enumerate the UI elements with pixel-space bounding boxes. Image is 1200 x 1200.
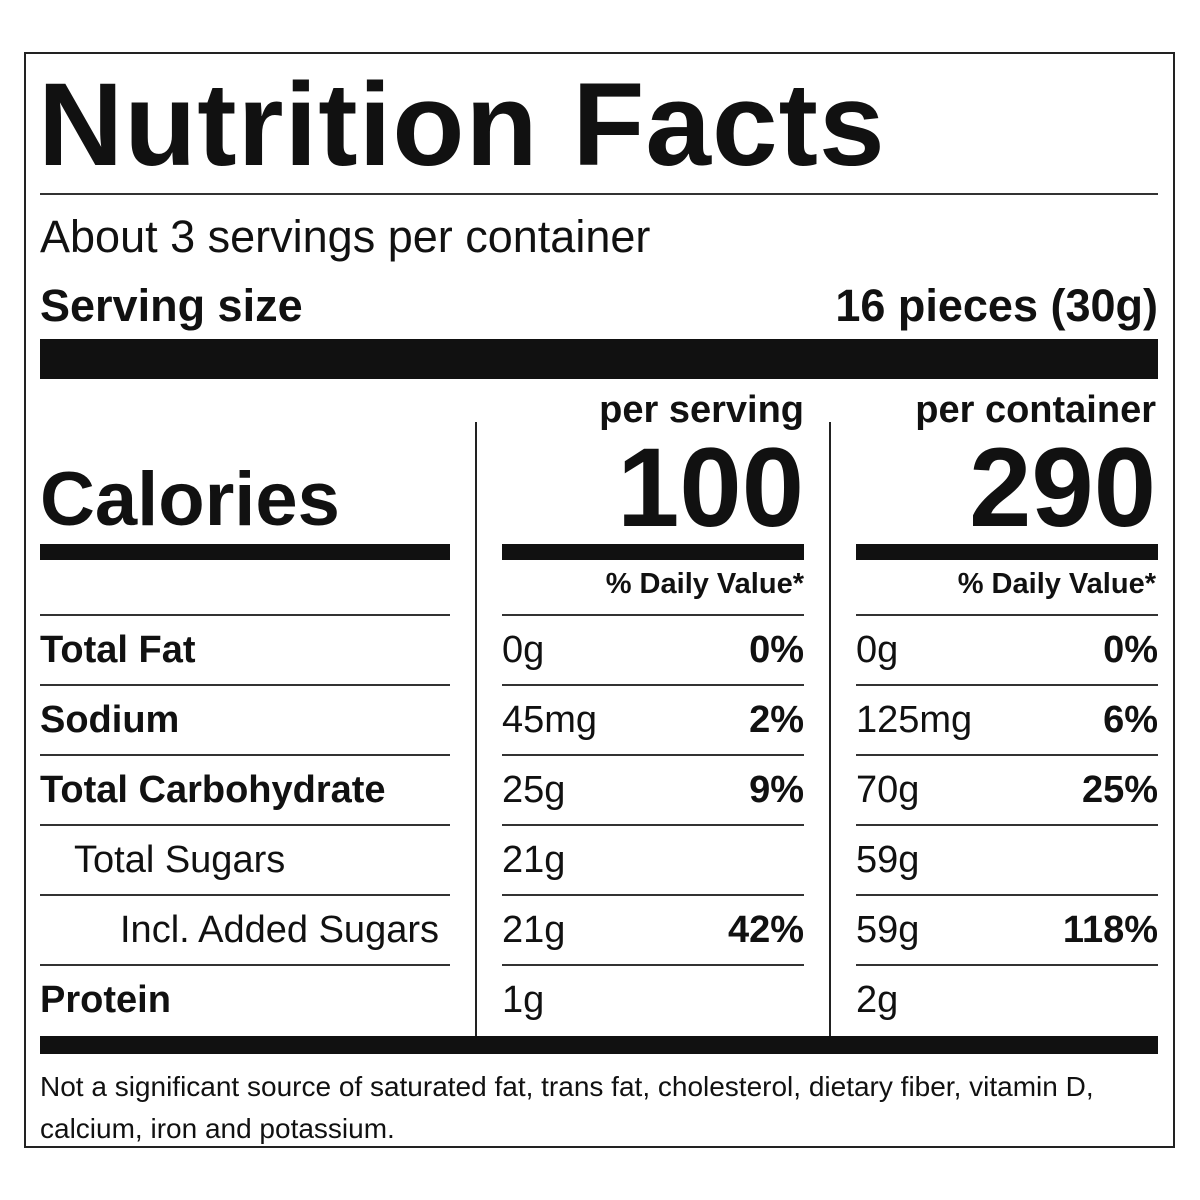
row-rule: [502, 824, 804, 826]
footnote: Not a significant source of saturated fa…: [40, 1071, 1094, 1144]
daily-value-header-container: % Daily Value*: [957, 568, 1156, 600]
container-daily-value: 25%: [1081, 769, 1158, 811]
container-daily-value: 0%: [1103, 629, 1158, 671]
container-amount: 125mg: [856, 699, 973, 741]
thick-divider-bottom: [40, 1036, 1158, 1054]
row-rule: [502, 614, 804, 616]
column-divider-left: [475, 422, 477, 1036]
container-amount: 59g: [856, 909, 920, 951]
serving-amount: 21g: [502, 839, 566, 881]
calories-per-serving: 100: [617, 425, 804, 550]
daily-value-header-serving: % Daily Value*: [605, 568, 804, 600]
serving-size-value: 16 pieces (30g): [835, 280, 1158, 331]
label-title: Nutrition Facts: [38, 59, 886, 191]
serving-daily-value: 9%: [749, 769, 804, 811]
serving-amount: 21g: [502, 909, 566, 951]
nutrient-name: Sodium: [40, 699, 180, 741]
title-divider: [40, 193, 1158, 195]
row-rule: [856, 754, 1158, 756]
row-rule: [40, 754, 450, 756]
container-daily-value: 6%: [1103, 699, 1158, 741]
serving-size-label: Serving size: [40, 280, 303, 331]
serving-daily-value: 0%: [749, 629, 804, 671]
row-rule: [502, 684, 804, 686]
nutrient-name: Total Sugars: [74, 839, 286, 881]
serving-daily-value: 2%: [749, 699, 804, 741]
servings-per-container: About 3 servings per container: [40, 211, 651, 262]
calories-label: Calories: [40, 457, 340, 542]
calories-bar-middle: [502, 544, 804, 560]
per-serving-header: per serving: [599, 389, 804, 431]
row-rule: [856, 684, 1158, 686]
row-rule: [40, 964, 450, 966]
serving-amount: 1g: [502, 979, 545, 1021]
calories-bar-right: [856, 544, 1158, 560]
thick-divider-top: [40, 339, 1158, 379]
row-rule: [502, 964, 804, 966]
row-rule: [502, 754, 804, 756]
nutrient-name: Incl. Added Sugars: [120, 909, 439, 951]
calories-per-container: 290: [969, 425, 1156, 550]
row-rule: [40, 894, 450, 896]
nutrient-name: Protein: [40, 979, 171, 1021]
row-rule: [40, 684, 450, 686]
row-rule: [856, 614, 1158, 616]
container-amount: 0g: [856, 629, 899, 671]
row-rule: [856, 964, 1158, 966]
serving-amount: 25g: [502, 769, 566, 811]
row-rule: [502, 894, 804, 896]
serving-amount: 0g: [502, 629, 545, 671]
nutrient-name: Total Carbohydrate: [40, 769, 386, 811]
row-rule: [40, 614, 450, 616]
serving-amount: 45mg: [502, 699, 598, 741]
column-divider-right: [829, 422, 831, 1036]
row-rule: [856, 824, 1158, 826]
container-amount: 59g: [856, 839, 920, 881]
container-amount: 70g: [856, 769, 920, 811]
serving-daily-value: 42%: [727, 909, 804, 951]
row-rule: [856, 894, 1158, 896]
per-container-header: per container: [915, 389, 1156, 431]
calories-bar-left: [40, 544, 450, 560]
row-rule: [40, 824, 450, 826]
container-daily-value: 118%: [1062, 909, 1158, 951]
container-amount: 2g: [856, 979, 899, 1021]
nutrient-name: Total Fat: [40, 629, 196, 671]
